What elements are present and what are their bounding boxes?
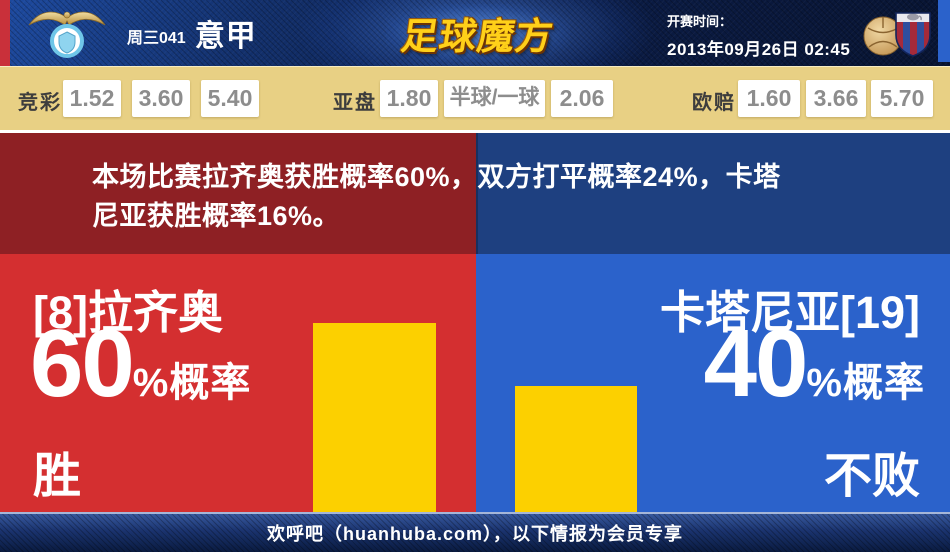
lazio-crest-icon	[26, 4, 110, 67]
away-accent-strip	[938, 0, 950, 62]
probability-summary-band: 本场比赛拉齐奥获胜概率60%，双方打平概率24%，卡塔 尼亚获胜概率16%。	[0, 130, 950, 254]
away-probability-bar	[515, 386, 637, 512]
odds-jingcai-home: 1.52	[63, 80, 121, 117]
odds-jingcai-draw: 3.60	[132, 80, 190, 117]
league-name: 意甲	[194, 20, 257, 53]
home-team-name: [8]拉齐奥	[33, 287, 223, 338]
away-team-name: 卡塔尼亚[19]	[659, 287, 920, 338]
kickoff-label: 开赛时间：	[667, 14, 733, 29]
footer-text: 欢呼吧（huanhuba.com），以下情报为会员专享	[266, 524, 683, 544]
odds-asian-handicap: 半球/一球	[444, 80, 545, 117]
away-probability-value: 40	[703, 310, 809, 417]
home-outcome: 胜	[33, 450, 82, 503]
away-probability-suffix: %概率	[806, 361, 925, 405]
catania-crest-icon	[860, 4, 940, 67]
summary-line-2: 尼亚获胜概率16%。	[92, 201, 341, 231]
match-code: 周三041	[127, 30, 186, 47]
summary-band-away-bg	[476, 133, 950, 254]
odds-asian-away: 2.06	[551, 80, 613, 117]
probability-summary-text: 本场比赛拉齐奥获胜概率60%，双方打平概率24%，卡塔 尼亚获胜概率16%。	[92, 158, 781, 236]
home-probability-suffix: %概率	[132, 361, 252, 405]
kickoff-time: 2013年09月26日 02:45	[667, 40, 851, 59]
away-outcome: 不败	[823, 450, 920, 503]
odds-label-euro: 欧赔	[692, 92, 736, 114]
odds-euro-away: 5.70	[871, 80, 933, 117]
odds-label-asian: 亚盘	[333, 92, 377, 114]
home-accent-strip	[0, 0, 10, 66]
odds-jingcai-away: 5.40	[201, 80, 259, 117]
match-header: 周三041 意甲 足球魔方 开赛时间： 2013年09月26日 02:45	[0, 0, 950, 66]
odds-row: 竞彩 1.52 3.60 5.40 亚盘 1.80 半球/一球 2.06 欧赔 …	[0, 66, 950, 130]
home-probability: 60 %概率	[30, 316, 251, 412]
kickoff-block: 开赛时间： 2013年09月26日 02:45	[667, 11, 850, 60]
match-title: 周三041 意甲	[127, 0, 257, 66]
odds-label-jingcai: 竞彩	[18, 92, 62, 114]
home-probability-bar	[313, 323, 436, 512]
away-probability: 40 %概率	[704, 316, 925, 412]
footer-bar: 欢呼吧（huanhuba.com），以下情报为会员专享	[0, 512, 950, 552]
odds-euro-draw: 3.66	[806, 80, 866, 117]
summary-band-home-bg	[0, 133, 476, 254]
site-logo[interactable]: 足球魔方	[386, 4, 570, 62]
home-probability-value: 60	[30, 310, 135, 417]
summary-line-1: 本场比赛拉齐奥获胜概率60%，双方打平概率24%，卡塔	[92, 162, 781, 192]
odds-asian-home: 1.80	[380, 80, 438, 117]
site-logo-text: 足球魔方	[398, 16, 557, 57]
prediction-panels: [8]拉齐奥 60 %概率 胜 卡塔尼亚[19] 40 %概率 不败	[0, 254, 950, 512]
odds-euro-home: 1.60	[738, 80, 800, 117]
